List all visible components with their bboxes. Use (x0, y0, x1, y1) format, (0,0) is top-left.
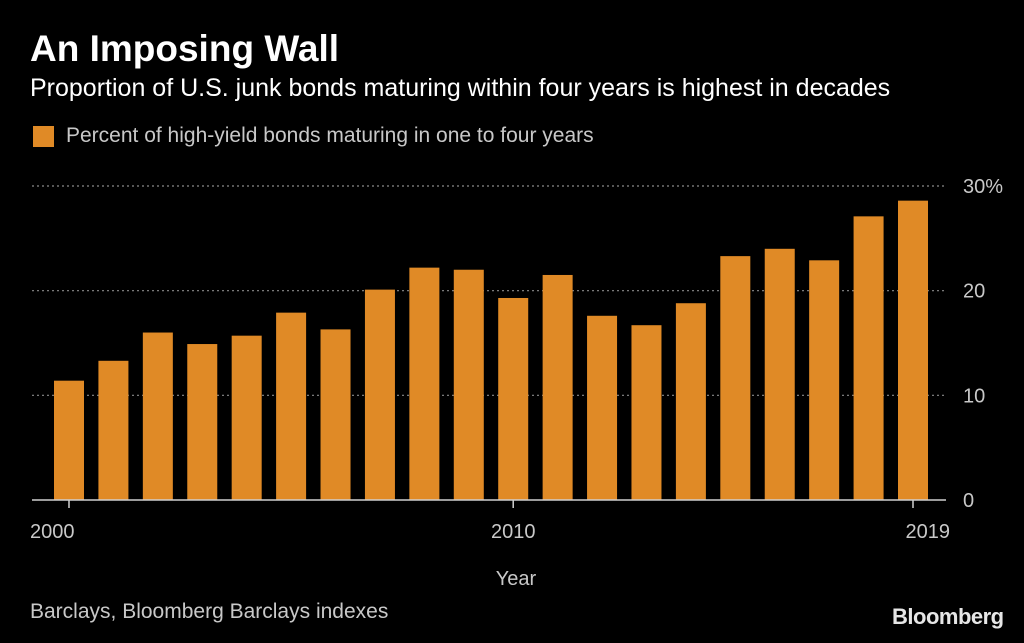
bar-2014 (675, 303, 706, 500)
legend-label: Percent of high-yield bonds maturing in … (66, 124, 594, 147)
bar-2019 (898, 200, 928, 501)
chart-subtitle: Proportion of U.S. junk bonds maturing w… (30, 74, 891, 102)
bar-2008 (409, 267, 440, 500)
y-tick-label: 20 (963, 281, 985, 303)
bar-2003 (187, 344, 218, 500)
bar-layer (54, 200, 928, 501)
bar-2002 (142, 332, 173, 500)
x-tick-label: 2010 (491, 521, 536, 543)
x-axis-label: Year (496, 568, 537, 590)
x-tick-label: 2000 (30, 521, 75, 543)
bar-2005 (276, 312, 307, 500)
bar-2018 (853, 216, 884, 500)
legend-swatch (33, 125, 54, 147)
bar-2000 (54, 380, 84, 500)
bar-2004 (231, 335, 262, 500)
axis-layer: 0 10 20 30% 2000 2010 2019 (30, 176, 1003, 543)
legend: Percent of high-yield bonds maturing in … (33, 124, 594, 148)
bar-2017 (809, 260, 840, 500)
bar-2009 (453, 269, 484, 500)
bar-2010 (498, 297, 529, 500)
y-tick-label: 10 (963, 385, 985, 407)
bar-2012 (587, 315, 618, 500)
bar-2011 (542, 274, 573, 500)
x-tick-label: 2019 (906, 521, 951, 543)
y-tick-label: 30% (963, 176, 1003, 198)
chart-title: An Imposing Wall (30, 28, 340, 69)
bloomberg-logo: Bloomberg (892, 604, 1004, 629)
bar-2006 (320, 329, 351, 500)
bar-2013 (631, 325, 662, 500)
bar-2015 (720, 256, 751, 500)
bar-2001 (98, 360, 129, 500)
bar-2016 (764, 248, 795, 500)
y-tick-label: 0 (963, 490, 974, 512)
source-note: Barclays, Bloomberg Barclays indexes (30, 600, 389, 623)
bar-2007 (364, 289, 395, 500)
